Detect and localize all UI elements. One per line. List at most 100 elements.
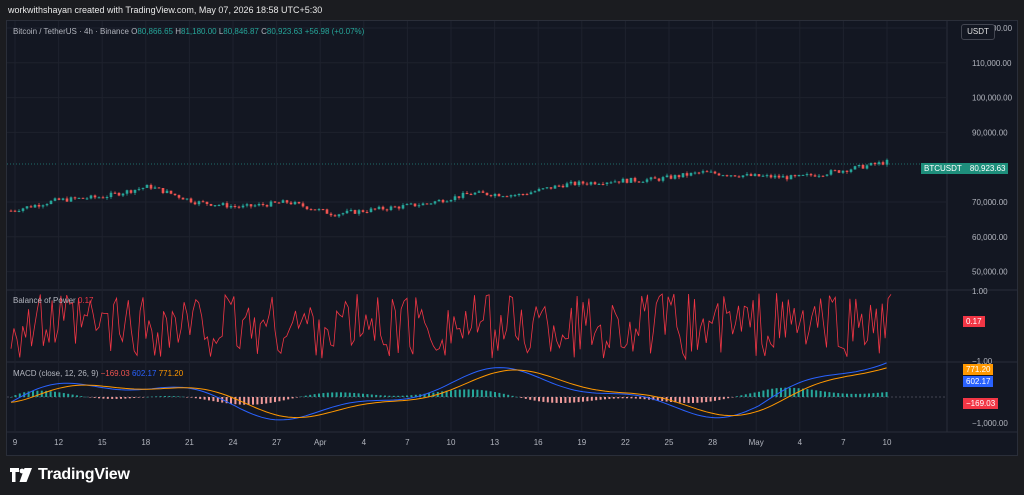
macd-histogram-bar (727, 397, 730, 399)
candle-body (141, 187, 145, 189)
tradingview-logo[interactable]: TradingView (10, 465, 130, 485)
candle-body (757, 174, 761, 177)
macd-histogram-bar (758, 391, 760, 397)
candle-body (445, 201, 449, 203)
macd-histogram-bar (384, 395, 386, 397)
macd-histogram-bar (678, 397, 681, 403)
high-label: H (175, 27, 181, 36)
candle-body (257, 204, 261, 206)
macd-histogram-bar (780, 387, 782, 397)
candle-body (21, 208, 25, 211)
macd-histogram-bar (331, 392, 334, 397)
bop-legend: Balance of Power 0.17 (13, 296, 94, 305)
candle-body (373, 208, 377, 210)
candle-body (565, 183, 569, 188)
candle-body (37, 204, 41, 207)
candle-body (113, 192, 117, 194)
candle-body (441, 199, 445, 203)
open-label: O (131, 27, 138, 36)
macd-histogram-bar (414, 394, 417, 397)
open-value: 80,866.65 (137, 27, 173, 36)
macd-histogram-bar (784, 387, 787, 397)
macd-histogram-bar (252, 397, 254, 405)
macd-histogram-bar (181, 396, 184, 398)
macd-histogram-bar (590, 397, 593, 401)
macd-histogram-bar (454, 389, 457, 397)
time-axis-label: 4 (362, 438, 367, 447)
candle-body (161, 188, 165, 194)
time-axis-label: 13 (490, 438, 499, 447)
macd-histogram-bar (27, 391, 30, 397)
macd-histogram-bar (762, 390, 765, 397)
time-axis-label: 28 (708, 438, 717, 447)
macd-histogram-bar (375, 394, 378, 397)
candle-body (169, 190, 173, 194)
macd-histogram-bar (714, 397, 716, 401)
macd-histogram-bar (401, 395, 404, 397)
time-axis-label: 12 (54, 438, 63, 447)
candle-body (517, 193, 521, 196)
chart-credit: workwithshayan created with TradingView.… (8, 5, 323, 15)
macd-histogram-bar (322, 393, 325, 397)
candle-body (693, 172, 697, 174)
macd-histogram-bar (199, 397, 202, 399)
candle-body (721, 175, 725, 177)
candle-body (437, 199, 441, 202)
macd-histogram-bar (80, 396, 83, 397)
candle-body (677, 175, 681, 178)
macd-histogram-bar (868, 393, 870, 397)
candle-body (85, 198, 89, 200)
candle-body (181, 197, 185, 200)
candle-body (501, 196, 505, 198)
candle-body (237, 206, 241, 208)
macd-histogram-bar (643, 397, 646, 400)
macd-signal-value: 771.20 (158, 369, 184, 378)
candle-body (225, 203, 229, 208)
candle-body (681, 173, 685, 178)
candle-body (745, 174, 749, 176)
candle-body (449, 200, 453, 202)
macd-histogram-bar (700, 397, 703, 403)
candle-body (241, 205, 245, 208)
close-value: 80,923.63 (266, 27, 303, 36)
macd-histogram-bar (582, 397, 584, 402)
candle-body (597, 183, 601, 185)
candle-body (205, 201, 209, 204)
chart-canvas[interactable]: 120,000.00110,000.00100,000.0090,000.007… (7, 21, 1017, 455)
macd-histogram-bar (846, 393, 848, 397)
candle-body (49, 200, 53, 205)
candle-body (69, 197, 73, 202)
macd-histogram-bar (137, 397, 140, 398)
macd-hist-tag: −169.03 (963, 398, 999, 409)
candle-body (869, 162, 873, 166)
candle-body (253, 205, 257, 207)
symbol-legend: Bitcoin / TetherUS · 4h · Binance O80,86… (13, 27, 364, 36)
candle-body (525, 194, 529, 196)
candle-body (697, 172, 701, 174)
macd-histogram-bar (568, 397, 571, 403)
macd-histogram-bar (128, 397, 131, 399)
macd-histogram-bar (10, 397, 12, 398)
candle-body (853, 166, 857, 170)
macd-histogram-bar (538, 397, 540, 402)
macd-histogram-bar (705, 397, 708, 403)
macd-line-tag: 602.17 (963, 376, 994, 387)
last-price-tag: BTCUSDT 80,923.63 (921, 163, 1009, 174)
chart-panel[interactable]: 120,000.00110,000.00100,000.0090,000.007… (6, 20, 1018, 456)
macd-histogram-bar (810, 389, 813, 397)
macd-histogram-bar (194, 397, 197, 399)
candle-body (473, 192, 477, 195)
time-axis-label: Apr (314, 438, 327, 447)
candle-body (137, 188, 141, 190)
candle-body (833, 170, 837, 172)
currency-selector[interactable]: USDT (961, 24, 995, 40)
candle-body (577, 181, 581, 186)
candle-body (277, 202, 281, 204)
macd-histogram-bar (441, 391, 444, 397)
candle-body (185, 198, 189, 200)
candle-body (385, 209, 389, 211)
macd-histogram-bar (379, 395, 382, 397)
time-axis-label: 15 (98, 438, 107, 447)
macd-histogram-bar (815, 390, 818, 397)
candle-body (293, 201, 297, 205)
